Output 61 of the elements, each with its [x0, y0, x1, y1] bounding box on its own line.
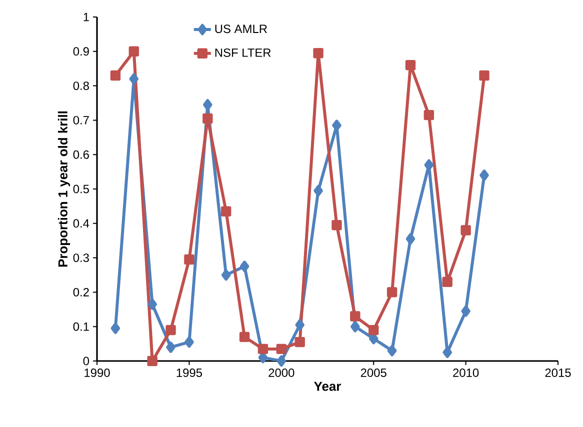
point [332, 220, 342, 230]
x-tick-label: 2015 [545, 368, 571, 377]
y-tick-label: 0.9 [73, 47, 89, 56]
x-tick-label: 1995 [176, 368, 202, 377]
point [128, 46, 139, 56]
y-tick-label: 0.4 [73, 219, 90, 228]
y-tick-label: 0.2 [73, 288, 89, 296]
point [424, 110, 434, 120]
y-tick-label: 0.8 [73, 82, 89, 90]
point [148, 298, 157, 310]
point [184, 254, 194, 265]
point [368, 324, 379, 336]
point [276, 344, 286, 354]
point [313, 48, 324, 58]
point [479, 70, 490, 81]
point [332, 120, 342, 132]
point [405, 60, 416, 70]
x-tick-label: 2000 [268, 368, 294, 377]
point [460, 225, 471, 236]
point [406, 233, 416, 245]
point [295, 319, 304, 331]
y-axis-title: Proportion 1 year old krill [58, 111, 70, 267]
point [110, 322, 120, 334]
point [110, 70, 121, 81]
point [258, 344, 268, 354]
y-tick-label: 0.7 [73, 116, 89, 124]
y-tick-label: 0.5 [73, 184, 89, 194]
y-tick-label: 0.3 [73, 254, 89, 262]
point [387, 344, 397, 356]
point [129, 73, 139, 85]
y-tick-label: 1 [84, 12, 89, 22]
point [314, 185, 323, 196]
point [276, 355, 286, 367]
x-axis-title: Year [314, 382, 341, 391]
point [202, 99, 212, 110]
point [166, 324, 176, 336]
x-tick-label: 1990 [84, 368, 110, 377]
point [386, 287, 398, 298]
y-tick-label: 0.1 [73, 322, 89, 331]
point [147, 356, 158, 366]
x-tick-label: 2005 [360, 368, 386, 377]
point [461, 305, 470, 317]
point [480, 170, 489, 181]
point [294, 336, 305, 348]
point [424, 159, 434, 171]
point [166, 342, 176, 353]
point [184, 336, 194, 348]
y-tick-label: 0 [83, 356, 90, 366]
point [350, 320, 360, 332]
y-tick-label: 0.6 [73, 150, 89, 159]
legend-label: NSF LTER [215, 48, 271, 57]
point [442, 276, 452, 287]
point [239, 332, 250, 342]
point [442, 346, 452, 358]
point [240, 260, 250, 272]
x-tick-label: 2010 [453, 368, 479, 377]
point [220, 206, 232, 216]
point [350, 311, 360, 322]
legend-label: US AMLR [215, 24, 267, 34]
point [221, 269, 231, 281]
point [202, 113, 213, 124]
